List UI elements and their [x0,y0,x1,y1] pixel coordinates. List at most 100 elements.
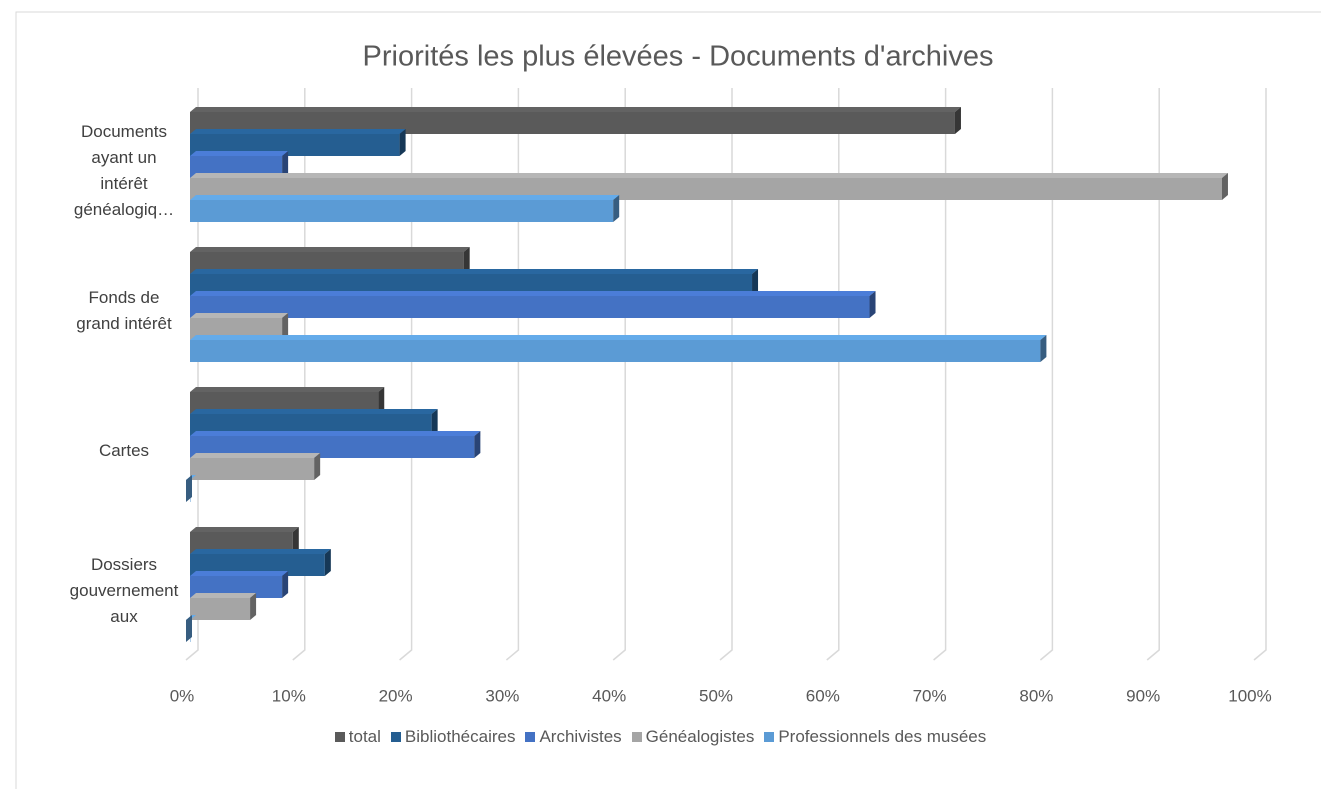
bar-side [954,107,961,134]
bar-front [190,598,251,620]
bar-top [190,409,438,414]
legend: total Bibliothécaires Archivistes Généalogi… [0,727,1321,747]
legend-label: total [348,727,381,746]
x-tick-label: 70% [913,686,947,705]
chart-title: Priorités les plus élevées - Documents d… [363,41,994,73]
bar-top [190,173,1228,178]
bar [190,107,961,134]
x-tick-label: 30% [485,686,519,705]
bar-top [190,571,289,576]
bar [190,571,289,598]
bar-top [190,291,876,296]
bar-side [1221,173,1228,200]
bar-front [190,156,283,178]
bar-front [190,112,955,134]
legend-label: Généalogistes [645,727,755,746]
bar-top [190,549,331,554]
bar [190,593,257,620]
bar [190,291,876,318]
legend-item: total [334,727,381,747]
legend-item: Généalogistes [631,727,755,747]
grid-line [1039,88,1054,661]
bar-side [324,549,331,576]
legend-item: Archivistes [525,727,622,747]
x-tick-label: 80% [1019,686,1053,705]
bar-top [190,195,620,200]
x-tick-label: 0% [170,686,195,705]
bar-front [190,436,475,458]
bar-front [190,340,1041,362]
x-tick-label: 100% [1228,686,1271,705]
bar-front [190,392,379,414]
bar-side [613,195,620,222]
bar-side [399,129,406,156]
bar [190,453,321,480]
legend-item: Bibliothécaires [390,727,516,747]
bar-front [190,532,293,554]
bar-front [190,458,315,480]
bar-side [752,269,759,296]
y-tick-label: Fonds de grand intérêt [76,288,172,333]
bar-front [190,576,283,598]
legend-swatch [764,732,775,742]
bar-side [463,247,470,274]
bar [190,269,759,296]
bar [190,527,299,554]
bar-side [250,593,257,620]
bar [190,335,1047,362]
legend-swatch [334,732,345,742]
x-tick-label: 40% [592,686,626,705]
bar [190,195,620,222]
bar-side [282,313,289,340]
bar-top [190,247,470,252]
bar-front [190,318,283,340]
bar-front [190,554,325,576]
grid-line [826,88,840,661]
bar [190,151,289,178]
bar-side [1040,335,1047,362]
bar-side [186,615,192,642]
bar-side [474,431,481,458]
legend-swatch [390,732,401,742]
bar [190,549,331,576]
bar-side [431,409,438,436]
legend-swatch [631,732,642,742]
bar-side [186,475,192,502]
bar [190,247,470,274]
x-tick-label: 90% [1126,686,1160,705]
bar-top [190,151,289,156]
bar [190,129,406,156]
bar [190,387,385,414]
y-tick-label: Dossiers gouvernementaux [69,555,179,626]
legend-label: Archivistes [539,727,622,746]
grid-line [933,88,947,661]
bar-front [190,296,870,318]
bar-side [378,387,385,414]
y-tick-label: Cartes [98,441,150,460]
legend-label: Professionnels des musées [778,727,987,746]
bar-side [282,151,289,178]
bar-top [190,431,481,436]
bar [190,173,1228,200]
x-tick-label: 10% [272,686,306,705]
bar-side [282,571,289,598]
bar-top [190,453,321,458]
bar-top [190,129,406,134]
bar-top [190,269,759,274]
bar [190,313,289,340]
legend-label: Bibliothécaires [404,727,516,746]
legend-swatch [525,732,536,742]
grid-line [1146,88,1160,661]
bar-front [190,252,464,274]
bar-top [190,593,257,598]
chart-border [15,11,1321,789]
y-tick-label: Documents ayant un intérêt généalogiq… [73,122,175,219]
bar-top [190,335,1047,340]
bar-front [190,134,400,156]
x-tick-label: 20% [379,686,413,705]
bar [190,409,438,436]
bar-front [190,274,753,296]
bar [186,475,196,502]
